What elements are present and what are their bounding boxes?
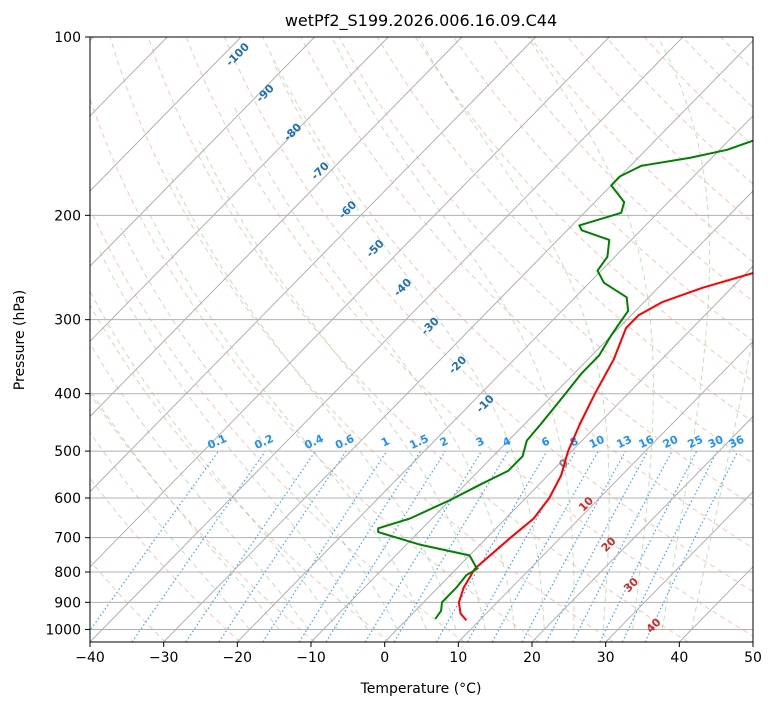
moist-adiabat-line — [99, 251, 368, 630]
mixing-ratio-label: 20 — [661, 433, 681, 451]
x-tick-label: −10 — [296, 650, 326, 666]
x-tick-label: 10 — [449, 650, 467, 666]
dry-adiabat-line — [90, 207, 465, 642]
moist-adiabat-line — [691, 335, 753, 630]
chart-title: wetPf2_S199.2026.006.16.09.C44 — [285, 11, 557, 31]
dry-adiabat-line — [414, 37, 753, 382]
moist-adiabat-line — [90, 290, 339, 630]
mixing-ratio-label: 36 — [727, 433, 747, 451]
x-tick-label: −40 — [75, 650, 105, 666]
y-tick-label: 200 — [54, 208, 81, 224]
mixing-ratio-line — [218, 450, 347, 642]
mixing-ratio-lines — [90, 450, 739, 642]
isotherm-line — [90, 37, 315, 267]
plot-frame — [89, 36, 754, 643]
x-tick-label: 40 — [670, 650, 688, 666]
mixing-ratio-line — [364, 450, 483, 642]
mixing-ratio-label: 30 — [706, 433, 726, 451]
sounding-series — [377, 139, 753, 621]
mixing-ratio-line — [262, 450, 388, 642]
mixing-ratio-line — [298, 450, 422, 642]
x-tick-label: 20 — [523, 650, 541, 666]
y-tick-label: 600 — [54, 491, 81, 507]
isotherm-line — [605, 490, 753, 642]
dry-adiabat-line — [90, 303, 390, 642]
y-axis-ticks: 100 200 300 400 500 600 700 800 900 1000 — [45, 30, 90, 638]
mixing-ratio-line — [521, 450, 627, 642]
dry-adiabat-line — [90, 97, 540, 642]
y-tick-label: 1000 — [45, 622, 81, 638]
moist-adiabat-line — [120, 227, 398, 630]
dry-adiabat-line — [224, 37, 753, 593]
dry-adiabat-line — [90, 392, 316, 642]
mixing-ratio-line — [185, 450, 316, 642]
moist-adiabat-line — [657, 37, 711, 630]
mixing-ratio-label: 25 — [686, 433, 705, 451]
y-tick-label: 900 — [54, 595, 81, 611]
dry-adiabat-line — [90, 477, 241, 642]
y-tick-label: 800 — [54, 565, 81, 581]
isotherm-line — [163, 39, 753, 642]
x-tick-label: 50 — [744, 650, 762, 666]
y-tick-label: 100 — [54, 30, 81, 46]
isotherm-line — [457, 340, 753, 642]
isotherm-line — [236, 115, 753, 642]
mixing-ratio-label: 13 — [615, 433, 634, 451]
isobar-gridlines — [90, 37, 753, 630]
mixing-ratio-line — [90, 450, 220, 632]
moist-adiabat-line — [143, 201, 427, 630]
mixing-ratio-label: 16 — [637, 433, 657, 451]
dry-adiabat-line — [109, 37, 614, 642]
y-tick-label: 300 — [54, 313, 81, 329]
mixing-ratio-line — [599, 450, 698, 642]
isotherm-line — [90, 37, 536, 493]
dry-adiabat-line — [262, 37, 753, 549]
moist-adiabat-line — [232, 104, 516, 630]
isotherm-line — [90, 37, 610, 568]
moist-adiabat-line — [272, 61, 545, 630]
x-axis-ticks: −40 −30 −20 −10 0 10 20 30 40 50 — [75, 642, 762, 666]
moist-adiabat-line — [331, 37, 575, 630]
mixing-ratio-line — [621, 450, 718, 642]
isotherm-line — [90, 37, 389, 343]
x-tick-label: 0 — [380, 650, 389, 666]
x-axis-label: Temperature (°C) — [360, 681, 482, 697]
moist-adiabat-line — [90, 389, 280, 630]
isotherm-line — [90, 37, 242, 192]
dewpoint-profile-line — [377, 139, 753, 620]
background-lines: -100-90-80-70-60-50-40-30-20-10010203040… — [90, 37, 753, 642]
isotherm-line — [90, 37, 684, 642]
dry-adiabat-line — [90, 559, 166, 642]
mixing-ratio-label: 10 — [587, 433, 607, 451]
moist-adiabat-line — [417, 37, 610, 630]
y-tick-label: 700 — [54, 531, 81, 547]
moist-adiabat-line — [527, 37, 654, 630]
moist-adiabats — [90, 37, 753, 630]
isotherm-line — [90, 37, 463, 418]
mixing-ratio-line — [131, 450, 266, 642]
y-axis-label: Pressure (hPa) — [12, 290, 28, 390]
x-tick-label: −20 — [223, 650, 253, 666]
x-tick-label: −30 — [149, 650, 179, 666]
y-tick-label: 500 — [54, 444, 81, 460]
isotherm-line — [531, 415, 753, 642]
dry-adiabat-line — [376, 37, 753, 423]
y-tick-label: 400 — [54, 387, 81, 403]
x-tick-label: 30 — [597, 650, 615, 666]
mixing-ratio-line — [545, 450, 649, 642]
temperature-profile-line — [457, 272, 753, 621]
moist-adiabat-line — [169, 173, 457, 630]
moist-adiabat-line — [198, 141, 486, 630]
isotherm-line — [384, 265, 753, 642]
